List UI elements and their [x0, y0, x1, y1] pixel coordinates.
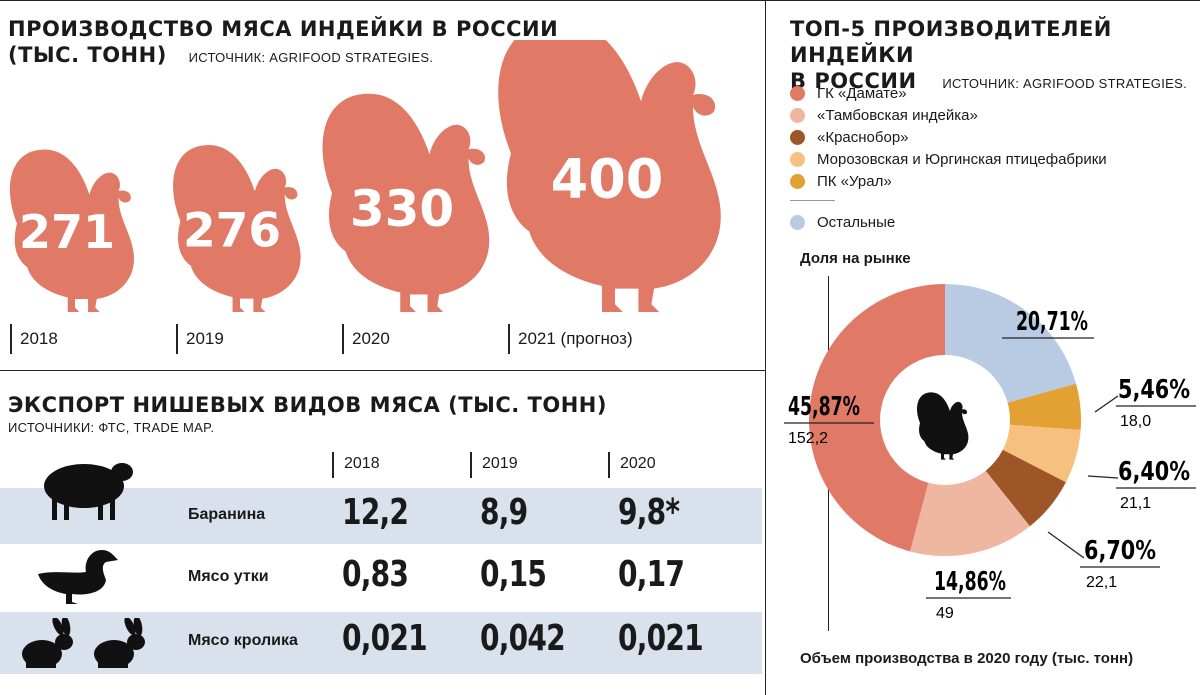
- cell-duck-2019: 0,15: [480, 554, 547, 595]
- legend-label: Морозовская и Юргинская птицефабрики: [817, 151, 1107, 168]
- top-rule: [0, 0, 1200, 1]
- duck-icon: [38, 550, 118, 604]
- pie-volume-label: 22,1: [1086, 574, 1117, 591]
- year-label: 2019: [186, 329, 224, 348]
- year-label: 2021 (прогноз): [518, 329, 633, 348]
- legend-item-morozov: Морозовская и Юргинская птицефабрики: [790, 151, 1107, 168]
- production-title: ПРОИЗВОДСТВО МЯСА ИНДЕЙКИ В РОССИИ (ТЫС.…: [8, 17, 559, 67]
- pie-share-label: 14,86%: [934, 567, 1006, 597]
- pie-volume-label: 21,1: [1120, 495, 1151, 512]
- year-tick: [176, 324, 178, 354]
- legend-item-krasnobor: «Краснобор»: [790, 129, 909, 146]
- cell-rabbit-2018: 0,021: [342, 618, 428, 659]
- legend-item-others: Остальные: [790, 214, 895, 231]
- year-label: 2020: [352, 329, 390, 348]
- pie-leader-line: [1094, 395, 1119, 413]
- pie-leader-line: [1047, 531, 1085, 559]
- year-tick: [10, 324, 12, 354]
- legend-item-damate: ГК «Дамате»: [790, 85, 907, 102]
- cell-duck-2018: 0,83: [342, 554, 409, 595]
- legend-label: ГК «Дамате»: [817, 85, 907, 102]
- row-label-lamb: Баранина: [188, 506, 266, 523]
- turkey-bar-chart: 271 276 330 400: [9, 40, 721, 313]
- turkey-value-label: 276: [183, 203, 281, 258]
- legend-label: «Краснобор»: [817, 129, 909, 146]
- cell-lamb-2019: 8,9: [480, 492, 528, 533]
- pie-share-label: 6,70%: [1084, 536, 1156, 566]
- rabbit-icon: [22, 618, 145, 668]
- legend-separator: [790, 200, 835, 201]
- col-head-2018: 2018: [344, 455, 380, 472]
- legend-label: ПК «Урал»: [817, 173, 892, 190]
- row-label-duck: Мясо утки: [188, 568, 269, 585]
- legend-dot: [790, 215, 805, 230]
- col-tick-2019: [470, 452, 472, 478]
- legend-dot: [790, 108, 805, 123]
- pie-volume-label: 18,0: [1120, 413, 1151, 430]
- legend-dot: [790, 174, 805, 189]
- market-share-pie: 45,87% 152,2 14,86% 49 6,70% 22,1 6,40% 21,1 5,4…: [784, 284, 1196, 622]
- year-label: 2018: [20, 329, 58, 348]
- sheep-icon: [44, 463, 133, 520]
- row-band-lamb: [0, 488, 762, 544]
- legend-dot: [790, 86, 805, 101]
- vertical-divider: [765, 0, 766, 695]
- pie-leader-line: [1087, 475, 1119, 479]
- legend-dot: [790, 130, 805, 145]
- col-tick-2018: [332, 452, 334, 478]
- pie-share-label: 45,87%: [788, 392, 860, 422]
- year-tick: [508, 324, 510, 354]
- cell-lamb-2018: 12,2: [342, 492, 409, 533]
- pie-volume-label: 152,2: [788, 430, 828, 447]
- col-tick-2020: [608, 452, 610, 478]
- legend-item-tambov: «Тамбовская индейка»: [790, 107, 978, 124]
- legend-dot: [790, 152, 805, 167]
- production-source: ИСТОЧНИК: AGRIFOOD STRATEGIES.: [188, 50, 434, 65]
- legend-item-ural: ПК «Урал»: [790, 173, 892, 190]
- turkey-value-label: 271: [19, 205, 115, 259]
- turkey-value-label: 330: [350, 180, 454, 238]
- volume-label: Объем производства в 2020 году (тыс. тон…: [800, 650, 1134, 667]
- pie-share-label: 6,40%: [1118, 457, 1190, 487]
- year-tick: [342, 324, 344, 354]
- col-head-2019: 2019: [482, 455, 518, 472]
- col-head-2020: 2020: [620, 455, 656, 472]
- legend-label: Остальные: [817, 214, 896, 231]
- row-label-rabbit: Мясо кролика: [188, 632, 298, 649]
- cell-rabbit-2019: 0,042: [480, 618, 566, 659]
- share-label: Доля на рынке: [800, 250, 911, 267]
- cell-rabbit-2020: 0,021: [618, 618, 704, 659]
- cell-duck-2020: 0,17: [618, 554, 685, 595]
- pie-slice: [809, 284, 945, 552]
- horizontal-divider: [0, 370, 765, 371]
- export-source: ИСТОЧНИКИ: ФТС, TRADE MAP.: [8, 420, 215, 435]
- pie-volume-label: 49: [936, 605, 954, 622]
- legend-label: «Тамбовская индейка»: [817, 107, 978, 124]
- pie-share-label: 5,46%: [1118, 375, 1190, 405]
- top5-source: ИСТОЧНИК: AGRIFOOD STRATEGIES.: [942, 76, 1187, 91]
- pie-share-label: 20,71%: [1016, 307, 1088, 337]
- top5-title: ТОП-5 ПРОИЗВОДИТЕЛЕЙ ИНДЕЙКИ В РОССИИ ИС…: [790, 17, 1187, 93]
- export-title: ЭКСПОРТ НИШЕВЫХ ВИДОВ МЯСА (ТЫС. ТОНН): [8, 393, 607, 417]
- cell-lamb-2020: 9,8*: [618, 492, 680, 533]
- turkey-value-label: 400: [551, 147, 664, 210]
